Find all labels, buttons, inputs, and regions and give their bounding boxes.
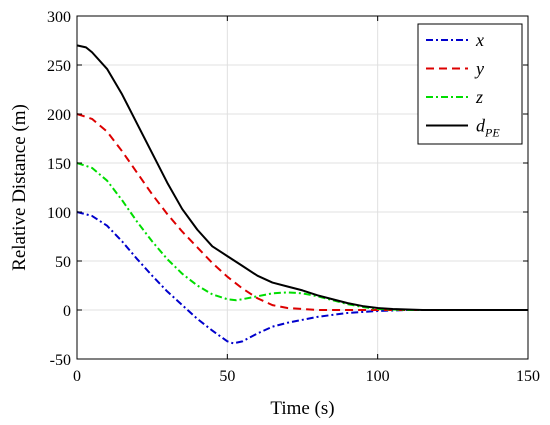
series-lines [76, 44, 528, 345]
legend-label: y [474, 59, 484, 79]
legend-label: x [475, 30, 484, 50]
y-axis-label: Relative Distance (m) [9, 104, 30, 271]
y-tick-label: 300 [47, 9, 71, 26]
legend-box [417, 23, 523, 145]
legend-label: z [475, 87, 483, 107]
grid-lines [77, 16, 528, 359]
legend-label: dPE [476, 116, 500, 140]
y-tick-label: 200 [47, 107, 71, 124]
x-tick-label: 150 [516, 368, 540, 385]
series-line-z [76, 162, 528, 311]
plot-frame [76, 15, 529, 360]
x-tick-label: 100 [366, 368, 390, 385]
legend: xyz dPE [417, 23, 523, 145]
y-tick-label: 50 [55, 254, 71, 271]
y-tick-label: -50 [50, 352, 71, 369]
x-tick-label: 50 [219, 368, 235, 385]
x-tick-label: 0 [73, 368, 81, 385]
x-axis-label: Time (s) [270, 398, 334, 419]
y-tick-label: 100 [47, 205, 71, 222]
y-tick-label: 150 [47, 156, 71, 173]
series-line-x [76, 211, 528, 345]
series-line-d-pe [76, 44, 528, 311]
y-tick-label: 0 [63, 303, 71, 320]
y-tick-label: 250 [47, 58, 71, 75]
